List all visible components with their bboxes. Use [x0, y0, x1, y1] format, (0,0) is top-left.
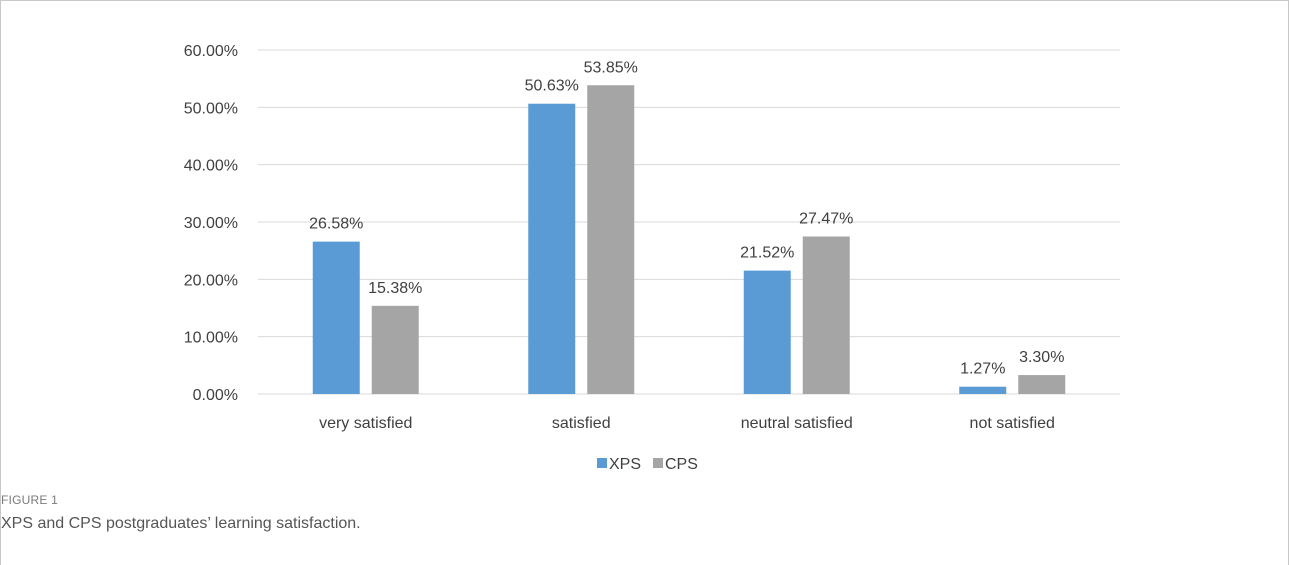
frame-border-left: [0, 0, 1, 565]
x-tick-label: very satisfied: [319, 415, 412, 432]
y-tick-label: 20.00%: [184, 272, 238, 289]
data-label: 15.38%: [368, 280, 422, 297]
bar-xps: [312, 241, 360, 394]
y-tick-label: 10.00%: [184, 330, 238, 347]
x-tick-label: not satisfied: [970, 415, 1055, 432]
y-tick-label: 0.00%: [193, 387, 238, 404]
data-label: 50.63%: [525, 78, 579, 95]
x-tick-label: neutral satisfied: [741, 415, 853, 432]
figure-caption-text: XPS and CPS postgraduates’ learning sati…: [1, 515, 361, 532]
data-label: 26.58%: [309, 216, 363, 233]
y-tick-label: 30.00%: [184, 215, 238, 232]
bar-cps: [587, 85, 635, 394]
data-label: 3.30%: [1019, 349, 1064, 366]
legend-swatch-cps: [653, 458, 663, 468]
legend-label-xps: XPS: [609, 456, 641, 473]
bar-chart: 0.00% 10.00% 20.00% 30.00% 40.00% 50.00% 60.00…: [184, 43, 1120, 473]
bar-cps: [802, 236, 850, 394]
y-tick-label: 50.00%: [184, 100, 238, 117]
data-label: 27.47%: [799, 211, 853, 228]
bar-cps: [371, 305, 419, 394]
figure-caption: FIGURE 1 XPS and CPS postgraduates’ lear…: [0, 493, 361, 533]
bar-xps: [743, 270, 791, 394]
data-label: 1.27%: [960, 361, 1005, 378]
bar-cps: [1018, 375, 1066, 394]
frame-border-top: [0, 0, 1289, 1]
data-label: 21.52%: [740, 245, 794, 262]
x-tick-label: satisfied: [552, 415, 611, 432]
bar-xps: [959, 386, 1007, 394]
legend-swatch-xps: [597, 458, 607, 468]
data-label: 53.85%: [584, 59, 638, 76]
figure-label: FIGURE 1: [1, 493, 58, 507]
frame-border-right: [1288, 0, 1289, 565]
y-tick-label: 60.00%: [184, 43, 238, 60]
y-tick-label: 40.00%: [184, 158, 238, 175]
legend-label-cps: CPS: [665, 456, 698, 473]
bar-xps: [528, 103, 576, 394]
